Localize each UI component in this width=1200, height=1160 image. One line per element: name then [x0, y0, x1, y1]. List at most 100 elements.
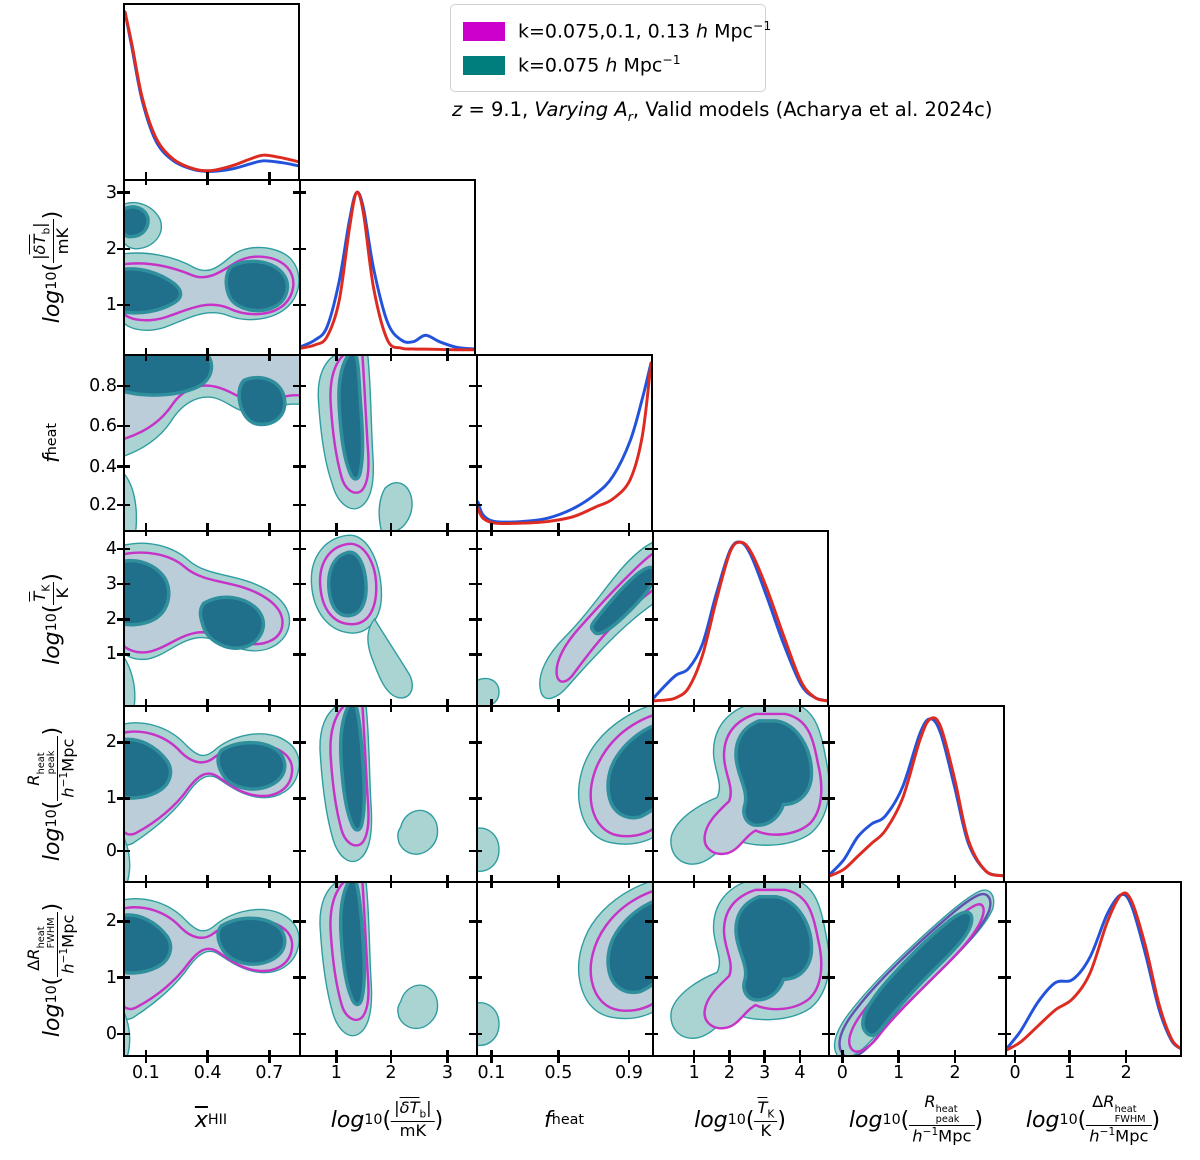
tick-mark — [627, 874, 631, 888]
tick-mark — [116, 384, 130, 388]
tick-mark — [728, 1050, 731, 1064]
tick-mark — [557, 523, 560, 537]
tick-label: 2 — [105, 609, 117, 630]
tick-mark — [116, 618, 130, 621]
contour-inner — [125, 913, 173, 975]
tick-mark — [116, 465, 130, 468]
tick-mark — [268, 172, 271, 186]
tick-label: 0.7 — [255, 1062, 284, 1083]
kde-diagonal-rpeak — [830, 716, 1004, 878]
panel-rpeak-vs-dtb — [299, 705, 477, 882]
tick-mark — [292, 618, 306, 621]
tick-mark — [728, 874, 731, 888]
tick-mark — [206, 1050, 209, 1064]
tick-label: 1 — [330, 1062, 342, 1083]
tick-mark — [144, 347, 148, 361]
tick-mark — [953, 874, 957, 888]
legend-swatch-magenta — [463, 21, 505, 41]
tick-mark — [144, 172, 148, 186]
kde-diagonal-rfwhm — [1006, 891, 1180, 1052]
x-axis-label-dtb: log 10(|δTb| mK) — [330, 1098, 444, 1140]
contour-inner — [734, 719, 814, 828]
tick-mark — [292, 976, 306, 979]
tick-mark — [1068, 1050, 1071, 1064]
tick-label: 4 — [105, 539, 117, 560]
tick-mark — [897, 874, 900, 888]
legend-item-single-k: k=0.075 h Mpc−1 — [463, 48, 753, 82]
x-axis-label-rfwhm: log 10(ΔR heat FWHM h−1Mpc) — [1025, 1092, 1161, 1146]
tick-label: 1 — [1064, 1062, 1076, 1083]
kde-curve-red — [830, 716, 1004, 878]
tick-mark — [645, 618, 659, 621]
tick-mark — [116, 653, 130, 656]
contour-2d — [670, 707, 829, 866]
panel-diag-xhii — [123, 3, 300, 179]
tick-mark — [627, 698, 631, 712]
tick-mark — [116, 191, 130, 194]
legend-label-single-k: k=0.075 h Mpc−1 — [518, 53, 681, 77]
tick-mark — [763, 1050, 766, 1064]
legend-label-multi-k: k=0.075,0.1, 0.13 h Mpc−1 — [518, 19, 772, 43]
tick-mark — [645, 920, 659, 923]
tick-mark — [335, 1050, 338, 1064]
contour-outer — [378, 482, 414, 531]
tick-mark — [557, 698, 560, 712]
kde-curve-blue — [477, 361, 651, 524]
tick-mark — [446, 523, 449, 537]
tick-mark — [292, 303, 306, 307]
tick-mark — [389, 698, 393, 712]
tick-mark — [389, 874, 393, 888]
panel-diag-rpeak — [828, 705, 1006, 882]
tick-mark — [116, 1032, 130, 1036]
tick-mark — [469, 424, 483, 428]
tick-mark — [728, 698, 731, 712]
panel-rpeak-vs-fheat — [475, 705, 653, 882]
contour-inner — [224, 259, 290, 312]
tick-mark — [821, 1032, 835, 1036]
tick-mark — [897, 1050, 900, 1064]
tick-label: 3 — [105, 182, 117, 203]
contour-2d — [125, 898, 300, 1055]
tick-label: 1 — [688, 1062, 700, 1083]
tick-mark — [335, 874, 338, 888]
panel-diag-fheat — [475, 354, 653, 531]
tick-label: 2 — [105, 911, 117, 932]
tick-mark — [645, 547, 659, 551]
tick-mark — [268, 874, 271, 888]
tick-mark — [335, 347, 338, 361]
contour-outer — [397, 984, 439, 1030]
tick-mark — [469, 618, 483, 621]
x-axis-label-tk: log 10(TK K) — [694, 1098, 786, 1140]
panel-fheat-vs-xhii — [123, 354, 300, 531]
tick-mark — [469, 1032, 483, 1036]
tick-mark — [389, 1050, 393, 1064]
tick-mark — [645, 976, 659, 979]
tick-mark — [446, 698, 449, 712]
figure-title: z = 9.1, Varying Ar, Valid models (Achar… — [452, 98, 993, 124]
panel-rfwhm-vs-rpeak — [828, 881, 1006, 1057]
tick-label: 0.2 — [89, 495, 117, 516]
panel-tk-vs-xhii — [123, 529, 300, 706]
panel-diag-rfwhm — [1004, 881, 1182, 1057]
tick-mark — [446, 1050, 449, 1064]
tick-mark — [292, 797, 306, 800]
tick-label: 0.4 — [89, 456, 117, 477]
tick-mark — [268, 347, 271, 361]
tick-mark — [821, 976, 835, 979]
tick-label: 2 — [105, 732, 117, 753]
panel-rfwhm-vs-fheat — [475, 881, 653, 1057]
tick-mark — [292, 424, 306, 428]
tick-label: 2 — [949, 1062, 961, 1083]
kde-curve-red — [301, 190, 475, 351]
panel-fheat-vs-dtb — [299, 354, 477, 531]
contour-2d — [477, 883, 653, 1047]
contour-2d — [670, 883, 829, 1039]
tick-mark — [490, 874, 493, 888]
tick-mark — [469, 547, 483, 551]
tick-label: 1 — [105, 644, 117, 665]
contour-outer — [125, 657, 136, 706]
legend-item-multi-k: k=0.075,0.1, 0.13 h Mpc−1 — [463, 14, 771, 48]
tick-mark — [821, 849, 835, 853]
